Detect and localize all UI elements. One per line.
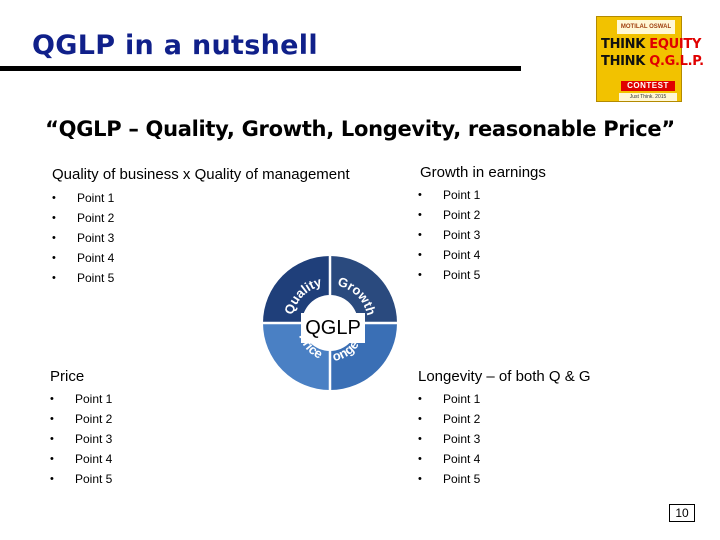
price-point: Point 4 bbox=[50, 449, 112, 469]
quality-point: Point 4 bbox=[52, 248, 114, 268]
logo-line-2: THINK Q.G.L.P. bbox=[601, 54, 704, 69]
quality-point: Point 3 bbox=[52, 228, 114, 248]
longevity-point: Point 1 bbox=[418, 389, 480, 409]
quality-heading: Quality of business x Quality of managem… bbox=[52, 166, 350, 183]
logo-line-1: THINK EQUITY bbox=[601, 37, 701, 52]
price-point: Point 1 bbox=[50, 389, 112, 409]
growth-points: Point 1 Point 2 Point 3 Point 4 Point 5 bbox=[418, 185, 480, 285]
price-point: Point 2 bbox=[50, 409, 112, 429]
logo-contest-badge: CONTEST bbox=[621, 81, 675, 91]
longevity-points: Point 1 Point 2 Point 3 Point 4 Point 5 bbox=[418, 389, 480, 489]
growth-point: Point 1 bbox=[418, 185, 480, 205]
title-underline bbox=[0, 66, 521, 71]
page-number: 10 bbox=[669, 504, 695, 522]
growth-heading: Growth in earnings bbox=[420, 164, 546, 181]
logo-line-2-red: Q.G.L.P. bbox=[649, 54, 704, 69]
logo-line-2-black: THINK bbox=[601, 54, 646, 69]
longevity-point: Point 3 bbox=[418, 429, 480, 449]
price-heading: Price bbox=[50, 368, 85, 385]
quality-points: Point 1 Point 2 Point 3 Point 4 Point 5 bbox=[52, 188, 114, 288]
price-point: Point 5 bbox=[50, 469, 112, 489]
logo-tagline: Just Think. 2015 bbox=[619, 93, 677, 101]
quality-point: Point 1 bbox=[52, 188, 114, 208]
slide-subtitle: “QGLP – Quality, Growth, Longevity, reas… bbox=[45, 117, 675, 141]
growth-point: Point 3 bbox=[418, 225, 480, 245]
longevity-point: Point 2 bbox=[418, 409, 480, 429]
growth-point: Point 4 bbox=[418, 245, 480, 265]
logo-line-1-black: THINK bbox=[601, 37, 646, 52]
longevity-point: Point 5 bbox=[418, 469, 480, 489]
price-point: Point 3 bbox=[50, 429, 112, 449]
longevity-heading: Longevity – of both Q & G bbox=[418, 368, 591, 385]
quality-point: Point 5 bbox=[52, 268, 114, 288]
growth-point: Point 5 bbox=[418, 265, 480, 285]
logo-brand: MOTILAL OSWAL bbox=[617, 20, 675, 34]
slide-title: QGLP in a nutshell bbox=[32, 30, 318, 61]
longevity-point: Point 4 bbox=[418, 449, 480, 469]
think-equity-logo: MOTILAL OSWAL THINK EQUITY THINK Q.G.L.P… bbox=[596, 16, 704, 102]
logo-line-1-red: EQUITY bbox=[649, 37, 702, 52]
price-points: Point 1 Point 2 Point 3 Point 4 Point 5 bbox=[50, 389, 112, 489]
wheel-center-label: QGLP bbox=[301, 313, 365, 343]
quality-point: Point 2 bbox=[52, 208, 114, 228]
growth-point: Point 2 bbox=[418, 205, 480, 225]
